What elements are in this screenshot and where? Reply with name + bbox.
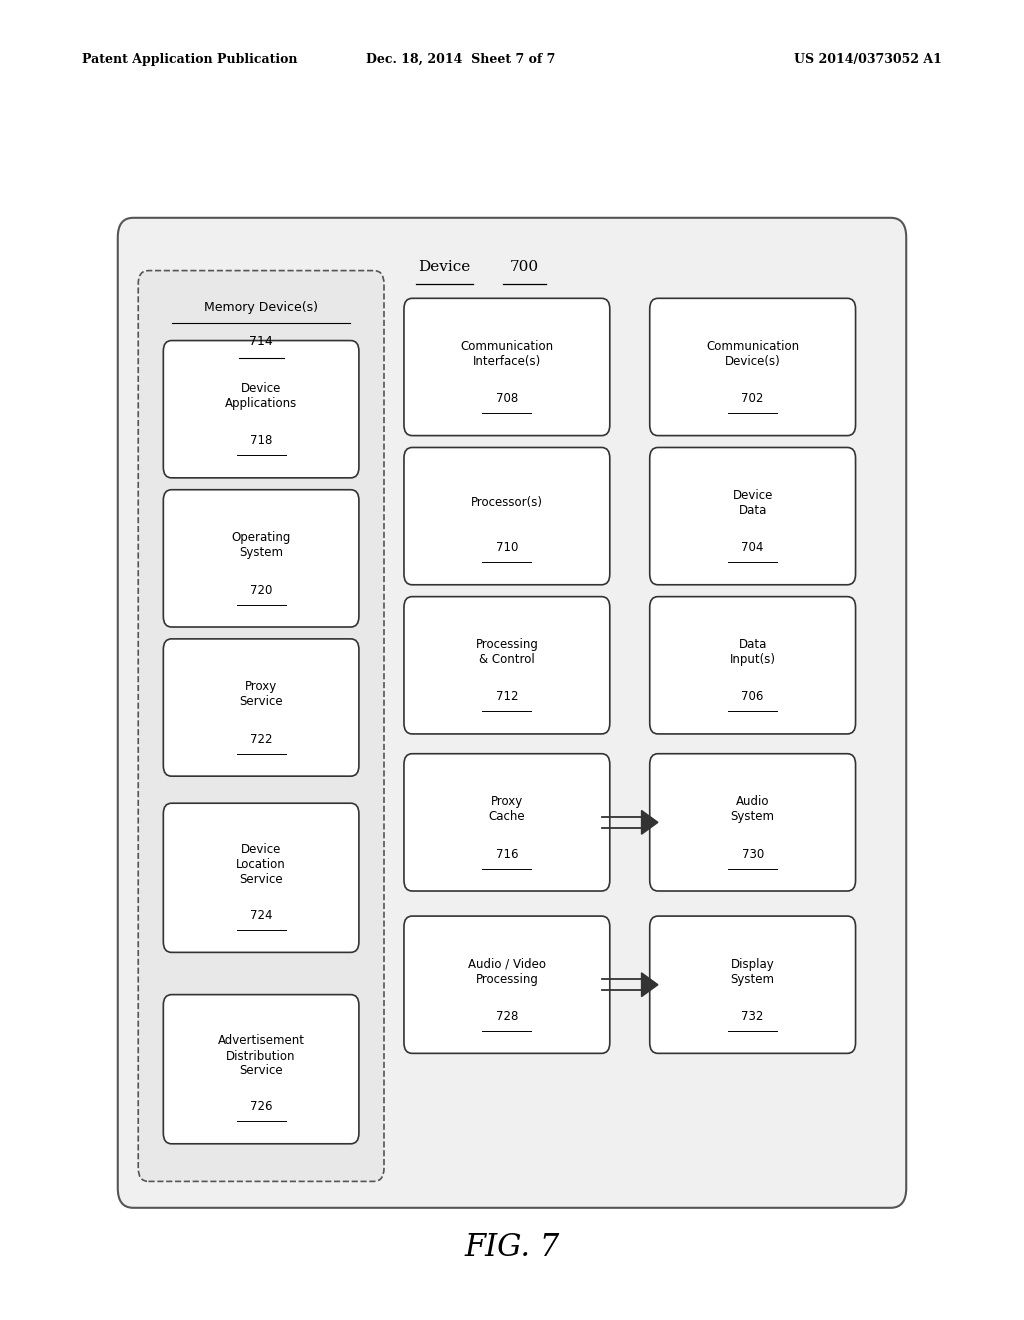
FancyBboxPatch shape xyxy=(649,597,855,734)
Text: Audio
System: Audio System xyxy=(731,795,774,824)
Text: Proxy
Cache: Proxy Cache xyxy=(488,795,525,824)
Text: Display
System: Display System xyxy=(731,957,774,986)
FancyBboxPatch shape xyxy=(164,490,359,627)
Text: Dec. 18, 2014  Sheet 7 of 7: Dec. 18, 2014 Sheet 7 of 7 xyxy=(367,53,555,66)
Text: 732: 732 xyxy=(741,1010,764,1023)
Text: Device: Device xyxy=(418,260,471,273)
Text: 722: 722 xyxy=(250,733,272,746)
Text: 714: 714 xyxy=(249,335,273,348)
Text: FIG. 7: FIG. 7 xyxy=(464,1232,560,1263)
Text: 710: 710 xyxy=(496,541,518,554)
FancyBboxPatch shape xyxy=(164,995,359,1143)
Text: 718: 718 xyxy=(250,434,272,447)
Text: Advertisement
Distribution
Service: Advertisement Distribution Service xyxy=(218,1035,304,1077)
Text: 700: 700 xyxy=(510,260,539,273)
FancyBboxPatch shape xyxy=(403,597,609,734)
Text: Device
Applications: Device Applications xyxy=(225,381,297,411)
Text: Patent Application Publication: Patent Application Publication xyxy=(82,53,297,66)
Text: 726: 726 xyxy=(250,1101,272,1113)
Text: Communication
Device(s): Communication Device(s) xyxy=(707,339,799,368)
FancyBboxPatch shape xyxy=(649,298,855,436)
Text: Data
Input(s): Data Input(s) xyxy=(730,638,775,667)
Polygon shape xyxy=(641,973,657,997)
Text: 730: 730 xyxy=(741,847,764,861)
Text: 712: 712 xyxy=(496,690,518,704)
Text: Operating
System: Operating System xyxy=(231,531,291,560)
Text: Proxy
Service: Proxy Service xyxy=(240,680,283,709)
Text: 724: 724 xyxy=(250,909,272,921)
Text: Audio / Video
Processing: Audio / Video Processing xyxy=(468,957,546,986)
Text: 716: 716 xyxy=(496,847,518,861)
Text: Device
Data: Device Data xyxy=(732,488,773,517)
FancyBboxPatch shape xyxy=(403,754,609,891)
FancyBboxPatch shape xyxy=(403,916,609,1053)
Polygon shape xyxy=(641,810,657,834)
Text: 706: 706 xyxy=(741,690,764,704)
Text: 704: 704 xyxy=(741,541,764,554)
Text: US 2014/0373052 A1: US 2014/0373052 A1 xyxy=(795,53,942,66)
FancyBboxPatch shape xyxy=(649,754,855,891)
Text: Memory Device(s): Memory Device(s) xyxy=(204,301,318,314)
FancyBboxPatch shape xyxy=(118,218,906,1208)
Text: 728: 728 xyxy=(496,1010,518,1023)
Text: Processing
& Control: Processing & Control xyxy=(475,638,539,667)
Text: 702: 702 xyxy=(741,392,764,405)
FancyBboxPatch shape xyxy=(164,341,359,478)
Text: Device
Location
Service: Device Location Service xyxy=(237,843,286,886)
FancyBboxPatch shape xyxy=(649,916,855,1053)
Text: Processor(s): Processor(s) xyxy=(471,496,543,510)
FancyBboxPatch shape xyxy=(403,298,609,436)
FancyBboxPatch shape xyxy=(403,447,609,585)
FancyBboxPatch shape xyxy=(164,803,359,952)
FancyBboxPatch shape xyxy=(649,447,855,585)
Text: 708: 708 xyxy=(496,392,518,405)
Text: Communication
Interface(s): Communication Interface(s) xyxy=(461,339,553,368)
FancyBboxPatch shape xyxy=(138,271,384,1181)
FancyBboxPatch shape xyxy=(164,639,359,776)
Text: 720: 720 xyxy=(250,583,272,597)
